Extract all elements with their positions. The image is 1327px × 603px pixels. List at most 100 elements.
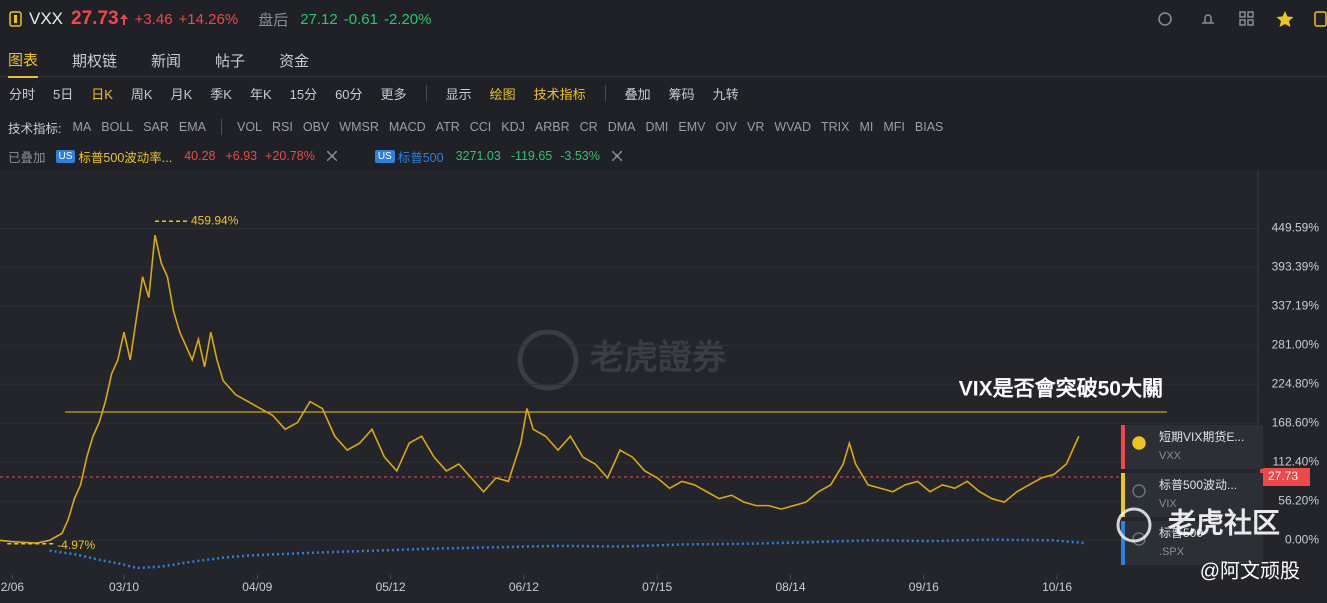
after-hours-label: 盘后 xyxy=(258,11,289,29)
x-tick-label: 04/09 xyxy=(242,580,272,594)
market-badge: US xyxy=(55,149,76,163)
tab[interactable]: 新闻 xyxy=(151,52,182,70)
header: VXX 27.73 +3.46 +14.26% 盘后 27.12 -0.61 -… xyxy=(0,0,1327,38)
change-pct: +14.26% xyxy=(178,10,239,28)
indicator[interactable]: TRIX xyxy=(820,120,850,134)
legend-code: .SPX xyxy=(1159,546,1185,558)
series-line xyxy=(0,234,1080,544)
overlay-change: +6.93 xyxy=(225,149,258,163)
period[interactable]: 5日 xyxy=(53,86,74,102)
indicator[interactable]: EMA xyxy=(178,120,206,134)
x-tick-label: 06/12 xyxy=(509,580,539,594)
annotation: VIX是否會突破50大關 xyxy=(959,377,1163,401)
legend-code: VXX xyxy=(1159,450,1182,462)
overlay-price: 40.28 xyxy=(184,149,216,163)
tool[interactable]: 技术指标 xyxy=(533,86,586,102)
period[interactable]: 年K xyxy=(249,86,272,102)
after-change: -0.61 xyxy=(343,10,378,28)
x-tick-label: 09/16 xyxy=(909,580,939,594)
tool[interactable]: 显示 xyxy=(445,86,472,102)
indicator[interactable]: BOLL xyxy=(101,120,134,134)
legend-radio xyxy=(1132,436,1146,450)
panel-icon[interactable] xyxy=(1314,11,1327,27)
period[interactable]: 更多 xyxy=(380,86,407,102)
legend-color xyxy=(1121,521,1125,565)
indicator[interactable]: MA xyxy=(72,120,92,134)
indicator[interactable]: MFI xyxy=(883,120,905,134)
watermark-logo xyxy=(1116,507,1152,543)
indicator[interactable]: CCI xyxy=(469,120,492,134)
tab[interactable]: 图表 xyxy=(8,43,39,78)
indicator-bar: 技术指标: MA BOLL SAR EMA VOL RSI OBV WMSR MACD ATR CCI… xyxy=(0,114,948,140)
overlay-label: 已叠加 xyxy=(8,150,46,165)
separator xyxy=(425,85,427,101)
indicator[interactable]: KDJ xyxy=(501,120,525,134)
tool[interactable]: 筹码 xyxy=(668,86,695,102)
indicator[interactable]: SAR xyxy=(143,120,169,134)
indicator[interactable]: MACD xyxy=(388,120,426,134)
chart-background xyxy=(0,170,1327,603)
y-tick-label: 281.00% xyxy=(1272,338,1320,352)
overlay-name: 标普500波动率... xyxy=(78,150,173,165)
indicator[interactable]: CR xyxy=(579,120,598,134)
indicator[interactable]: DMA xyxy=(607,120,636,134)
tab[interactable]: 资金 xyxy=(279,52,310,70)
market-badge: US xyxy=(374,149,395,163)
toolbar-icons xyxy=(1158,11,1327,27)
indicator[interactable]: ARBR xyxy=(534,120,570,134)
indicator[interactable]: MI xyxy=(859,120,874,134)
period[interactable]: 60分 xyxy=(335,86,363,102)
indicator[interactable]: EMV xyxy=(678,120,706,134)
tab[interactable]: 帖子 xyxy=(215,52,246,70)
period[interactable]: 分时 xyxy=(9,86,36,102)
period[interactable]: 月K xyxy=(170,86,193,102)
close-icon[interactable] xyxy=(326,151,337,161)
indicator[interactable]: VOL xyxy=(237,120,263,134)
series-line xyxy=(49,538,1086,570)
indicator[interactable]: WMSR xyxy=(339,120,379,134)
tool[interactable]: 绘图 xyxy=(489,86,516,102)
min-label: -4.97% xyxy=(57,538,95,552)
bell-icon[interactable] xyxy=(1202,14,1214,24)
x-tick-label: 08/14 xyxy=(775,580,805,594)
indicator[interactable]: DMI xyxy=(645,120,669,134)
after-price: 27.12 xyxy=(300,10,338,28)
grid-icon[interactable] xyxy=(1239,11,1254,26)
legend-item[interactable] xyxy=(1121,521,1263,565)
chart: 老虎證券 0.00% 56.20% 112.40% 168.60% 224.80% 281.… xyxy=(0,170,1327,603)
period[interactable]: 季K xyxy=(210,86,232,102)
indicator[interactable]: ATR xyxy=(435,120,460,134)
x-tick-label: 10/16 xyxy=(1042,580,1072,594)
x-tick-label: 07/15 xyxy=(642,580,672,594)
separator xyxy=(221,119,222,135)
indicator[interactable]: RSI xyxy=(272,120,293,134)
x-tick-label: 2/06 xyxy=(1,580,25,594)
indicator[interactable]: OBV xyxy=(302,120,330,134)
current-price-label: 27.73 xyxy=(1268,469,1298,483)
close-icon[interactable] xyxy=(611,151,622,161)
indicator[interactable]: OIV xyxy=(715,120,738,134)
legend-item[interactable] xyxy=(1121,473,1263,517)
y-tick-label: 449.59% xyxy=(1272,221,1320,235)
period[interactable]: 周K xyxy=(130,86,153,102)
period[interactable]: 日K xyxy=(91,86,113,102)
legend-name: 短期VIX期货E... xyxy=(1159,429,1244,444)
indicator[interactable]: VR xyxy=(747,120,765,134)
tool[interactable]: 九转 xyxy=(712,86,739,102)
tab[interactable]: 期权链 xyxy=(72,52,118,70)
y-tick-label: 224.80% xyxy=(1272,377,1320,391)
y-tick-label: 168.60% xyxy=(1272,416,1320,430)
overlay-price: 3271.03 xyxy=(455,149,501,163)
refresh-icon[interactable] xyxy=(1158,12,1172,26)
indicator[interactable]: BIAS xyxy=(914,120,944,134)
tool[interactable]: 叠加 xyxy=(624,86,651,102)
separator xyxy=(604,85,606,101)
legend-item[interactable] xyxy=(1121,425,1263,469)
indicator[interactable]: WVAD xyxy=(774,120,811,134)
period[interactable]: 15分 xyxy=(289,86,318,102)
period-bar: 分时 5日 日K 周K 月K 季K 年K 15分 60分 更多 显示 绘图 技术指标 叠加 筹码 九转 xyxy=(0,80,748,106)
overlay-change: -119.65 xyxy=(510,149,553,163)
star-icon[interactable] xyxy=(1276,11,1294,27)
x-tick-label: 03/10 xyxy=(109,580,139,594)
